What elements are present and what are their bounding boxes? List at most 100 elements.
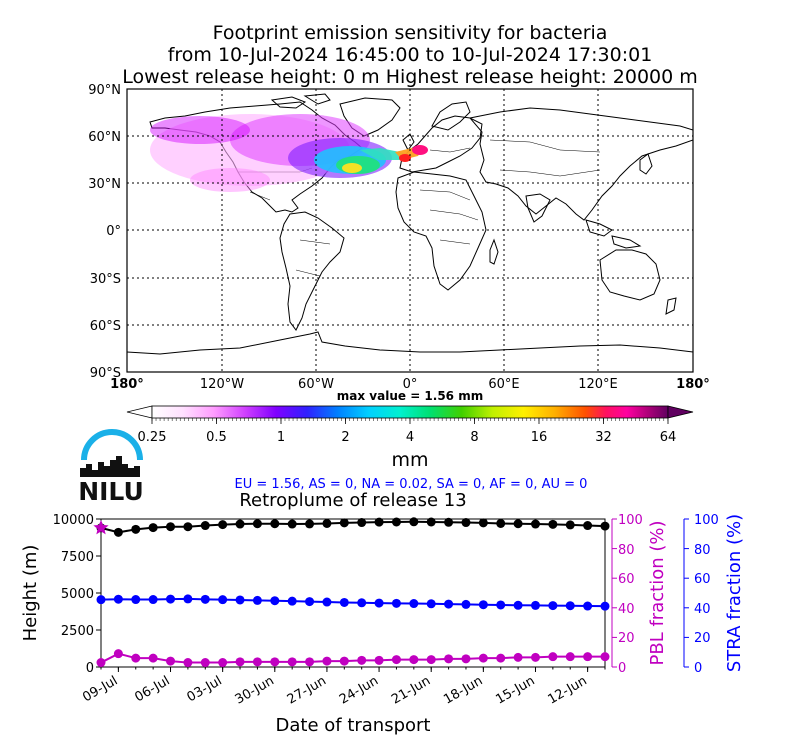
colorbar-tick-label: 32 [595,430,612,445]
series-2-point [548,652,558,662]
pbl-tick-label: 60 [618,572,635,587]
series-1-point [252,595,262,605]
series-2-point [305,657,315,667]
series-2-point [565,652,575,662]
footprint-plume [150,114,428,192]
series-2-point [270,657,280,667]
x-tick-label: 21-Jun [389,673,433,707]
series-1-point [478,600,488,610]
lon-label-0: 0° [403,377,418,392]
colorbar-tick-label: 0.5 [206,430,227,445]
series-2-point [235,657,245,667]
series-0-point [374,517,384,527]
pbl-tick-label: 80 [618,543,635,558]
series-1-point [96,595,106,605]
series-1-point [548,601,558,611]
world-map [126,88,694,373]
series-0-point [444,517,454,527]
series-1-point [200,594,210,604]
series-1-point [391,598,401,608]
x-tick-label: 30-Jun [233,673,277,707]
series-2-point [218,658,228,668]
y-axis-label: Height (m) [20,545,41,642]
continent-australia [599,249,661,301]
series-0-point [235,519,245,529]
series-0-point [496,518,506,528]
lon-label-60e: 60°E [488,377,519,392]
series-1-point [600,601,610,611]
colorbar-unit-label: mm [391,449,428,471]
stra-tick-label: 0 [694,661,702,676]
series-0-point [583,521,593,531]
stra-tick-label: 20 [694,631,711,646]
series-2-point [409,655,419,665]
series-2-point [513,652,523,662]
x-tick-label: 03-Jul [185,673,225,705]
series-2-point [530,652,540,662]
colorbar-tick-label: 0.25 [138,430,167,445]
pbl-tick-label: 0 [618,661,626,676]
series-2-point [166,656,176,666]
series-0-point [113,527,123,537]
series-0-point [530,519,540,529]
continent-africa [395,171,487,291]
title-line-1: Footprint emission sensitivity for bacte… [212,22,608,44]
series-0-point [565,520,575,530]
region-fractions: EU = 1.56, AS = 0, NA = 0.02, SA = 0, AF… [235,477,588,492]
series-1-point [270,596,280,606]
series-2-point [183,658,193,668]
series-1-point [461,599,471,609]
lat-label-60n: 60°N [88,130,121,145]
x-axis-label: Date of transport [276,715,431,736]
series-1-point [148,595,158,605]
series-0-point [131,524,141,534]
lon-label-60w: 60°W [298,377,334,392]
y-tick-label: 2500 [61,624,94,639]
series-0-point [391,517,401,527]
series-2-point [339,656,349,666]
series-1-point [565,601,575,611]
lon-label-180w: 180° [110,377,144,392]
max-value-label: max value = 1.56 mm [337,389,483,403]
chart-title: Retroplume of release 13 [239,490,466,511]
lon-label-120e: 120°E [578,377,618,392]
series-0-point [548,519,558,529]
series-2-point [113,649,123,659]
x-tick-label: 09-Jul [80,673,120,705]
pbl-tick-label: 20 [618,631,635,646]
series-0-point [339,518,349,528]
series-2-point [252,657,262,667]
series-1-point [409,599,419,609]
series-1-point [235,595,245,605]
series-0-point [148,523,158,533]
x-tick-label: 27-Jun [285,673,329,707]
series-1-point [113,594,123,604]
x-tick-label: 06-Jul [132,673,172,705]
series-1-point [218,595,228,605]
series-0-point [287,519,297,529]
nilu-logo-skyline [80,456,140,477]
series-2-point [478,653,488,663]
series-0-point [426,517,436,527]
stra-tick-label: 80 [694,543,711,558]
series-0-point [200,521,210,531]
lat-label-90s: 90°S [90,366,121,381]
series-2-point [496,653,506,663]
series-1-point [496,600,506,610]
series-1-point [131,595,141,605]
nilu-logo-text: NILU [78,477,144,506]
y-tick-label: 5000 [61,587,94,602]
series-2-point [600,652,610,662]
colorbar-tick-label: 8 [470,430,478,445]
colorbar-tick-label: 4 [406,430,414,445]
y-tick-label: 10000 [53,513,94,528]
series-1-point [183,594,193,604]
series-2-point [200,658,210,668]
series-0-point [305,519,315,529]
series-1-point [444,599,454,609]
series-0-point [409,517,419,527]
series-1-point [374,598,384,608]
lon-label-180e: 180° [676,377,710,392]
colorbar: 0.25 0.5 1 2 4 8 16 32 64 mm [126,405,694,471]
